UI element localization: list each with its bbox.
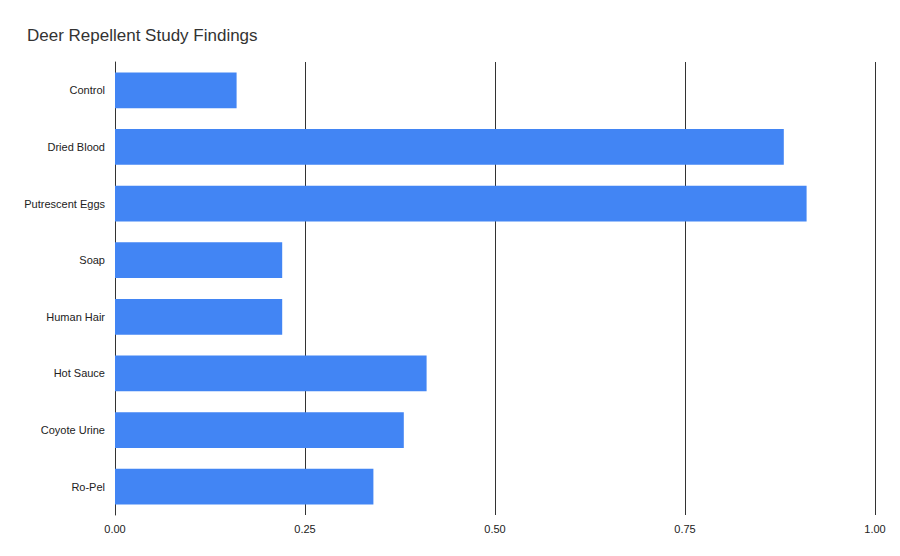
svg-text:0.75: 0.75	[674, 523, 695, 535]
svg-text:0.50: 0.50	[484, 523, 505, 535]
svg-text:Dried Blood: Dried Blood	[48, 141, 105, 153]
svg-text:Soap: Soap	[79, 254, 105, 266]
svg-text:Ro-Pel: Ro-Pel	[71, 481, 105, 493]
svg-text:0.00: 0.00	[104, 523, 125, 535]
svg-text:1.00: 1.00	[864, 523, 885, 535]
svg-text:Deer Repellent Study Findings: Deer Repellent Study Findings	[27, 26, 258, 45]
svg-text:0.25: 0.25	[294, 523, 315, 535]
svg-text:Putrescent Eggs: Putrescent Eggs	[24, 198, 105, 210]
svg-text:Coyote Urine: Coyote Urine	[41, 424, 105, 436]
svg-text:Hot Sauce: Hot Sauce	[54, 367, 105, 379]
svg-text:Control: Control	[70, 84, 105, 96]
svg-text:Human Hair: Human Hair	[46, 311, 105, 323]
